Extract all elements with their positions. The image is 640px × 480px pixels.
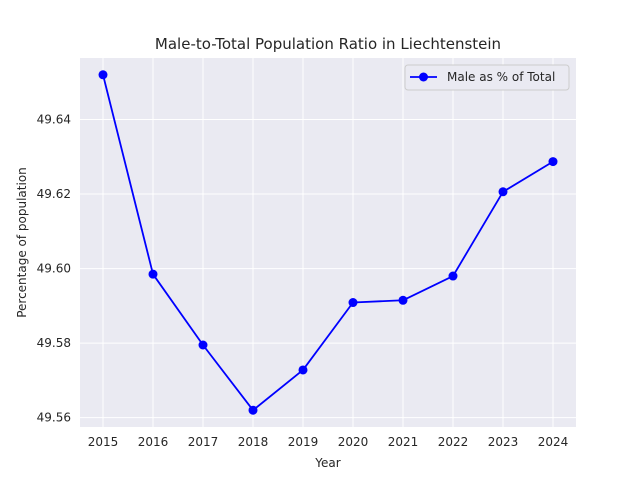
x-tick-label: 2019 — [288, 435, 319, 449]
x-tick-label: 2016 — [138, 435, 169, 449]
series-layer — [98, 70, 558, 415]
tick-labels: 2015 2016 2017 2018 2019 2020 2021 2022 2023 2024… — [37, 113, 569, 450]
data-point — [448, 271, 458, 281]
grid — [80, 58, 576, 427]
data-point — [398, 295, 408, 305]
y-tick-label: 49.56 — [37, 411, 71, 425]
x-tick-label: 2017 — [188, 435, 219, 449]
legend-marker-swatch — [419, 72, 428, 82]
data-point — [198, 340, 208, 350]
plot-area — [80, 58, 576, 427]
chart-title: Male-to-Total Population Ratio in Liecht… — [155, 35, 501, 53]
data-point — [248, 405, 258, 415]
x-axis-label: Year — [314, 456, 340, 470]
series-line — [102, 74, 554, 412]
y-axis-label: Percentage of population — [15, 167, 29, 318]
y-tick-label: 49.58 — [37, 336, 71, 350]
x-tick-label: 2020 — [338, 435, 369, 449]
data-point — [98, 70, 108, 80]
data-point — [348, 298, 358, 308]
data-point — [298, 365, 308, 375]
data-point — [498, 187, 508, 197]
y-tick-label: 49.60 — [37, 262, 71, 276]
y-tick-label: 49.62 — [37, 187, 71, 201]
legend-label: Male as % of Total — [447, 70, 555, 84]
data-point — [148, 269, 158, 279]
x-tick-label: 2015 — [88, 435, 119, 449]
data-point — [548, 157, 558, 167]
legend-box — [404, 64, 570, 91]
x-tick-label: 2022 — [438, 435, 469, 449]
x-tick-label: 2024 — [538, 435, 569, 449]
x-tick-label: 2021 — [388, 435, 419, 449]
x-tick-label: 2023 — [488, 435, 519, 449]
x-tick-label: 2018 — [238, 435, 269, 449]
legend: Male as % of Total — [404, 64, 570, 91]
y-tick-label: 49.64 — [37, 113, 71, 127]
